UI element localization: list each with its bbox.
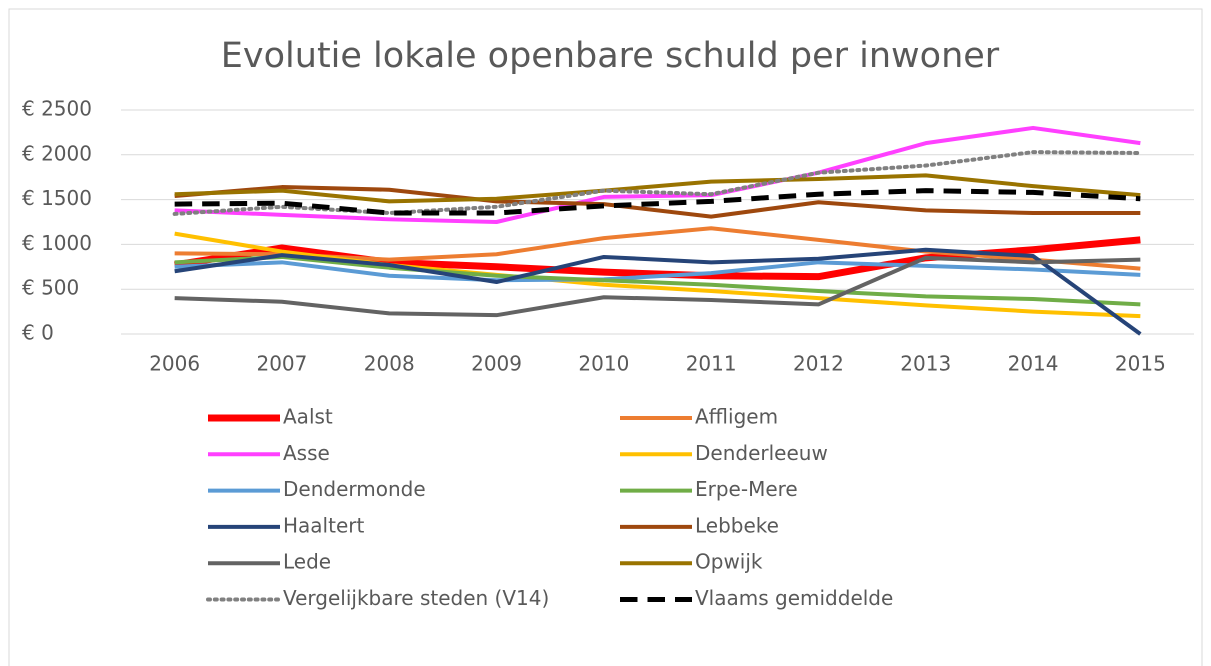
x-tick-label: 2009 [471, 352, 522, 376]
x-tick-label: 2006 [149, 352, 200, 376]
y-tick-label: € 0 [22, 321, 54, 345]
legend-label: Dendermonde [283, 477, 426, 501]
legend-label: Denderleeuw [695, 441, 828, 465]
chart-frame [8, 8, 1203, 666]
legend-label: Vlaams gemiddelde [695, 586, 893, 610]
x-tick-label: 2012 [793, 352, 844, 376]
legend-label: Affligem [695, 405, 778, 429]
series-line [172, 150, 1143, 216]
y-tick-label: € 2000 [22, 141, 92, 165]
x-tick-label: 2014 [1008, 352, 1059, 376]
legend-label: Haaltert [283, 513, 364, 537]
legend-label: Aalst [283, 405, 333, 429]
legend-label: Asse [283, 441, 330, 465]
chart-title: Evolutie lokale openbare schuld per inwo… [221, 36, 1000, 76]
series-line [174, 125, 1141, 224]
x-tick-label: 2008 [364, 352, 415, 376]
series-line [174, 254, 1141, 307]
x-tick-label: 2015 [1115, 352, 1166, 376]
x-tick-label: 2013 [900, 352, 951, 376]
legend-label: Erpe-Mere [695, 477, 798, 501]
legend-label: Lede [283, 550, 331, 574]
legend-label: Opwijk [695, 550, 763, 574]
legend-label: Vergelijkbare steden (V14) [283, 586, 549, 610]
x-tick-label: 2011 [686, 352, 737, 376]
x-tick-label: 2010 [578, 352, 629, 376]
series-line [174, 260, 1141, 283]
series-line [174, 188, 1141, 216]
series-line [174, 255, 1141, 318]
series-line [174, 185, 1141, 219]
legend-label: Lebbeke [695, 513, 779, 537]
y-tick-label: € 1500 [22, 186, 92, 210]
y-tick-label: € 500 [22, 276, 79, 300]
series-line [174, 247, 1142, 336]
y-tick-label: € 1000 [22, 231, 92, 255]
x-tick-label: 2007 [256, 352, 307, 376]
y-tick-label: € 2500 [22, 97, 92, 121]
series-line [174, 173, 1141, 204]
